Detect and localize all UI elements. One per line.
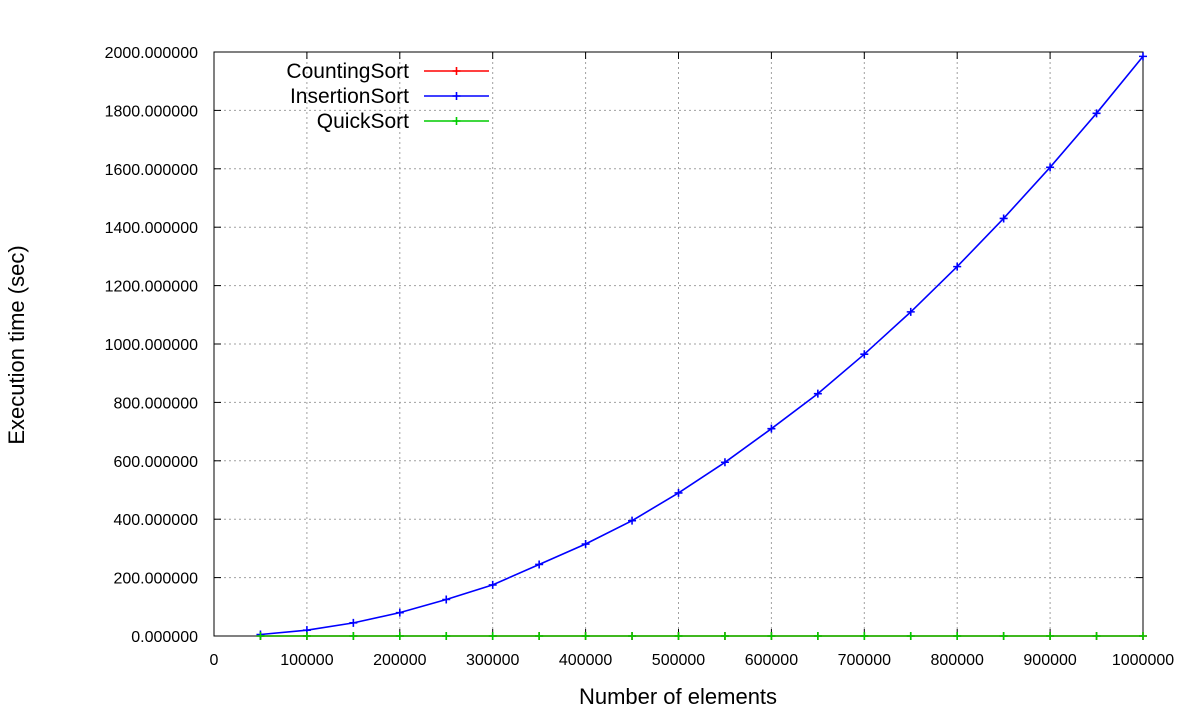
data-point-insertionsort [953, 262, 962, 271]
data-point-quicksort [349, 632, 358, 640]
data-point-quicksort [953, 632, 962, 640]
data-point-quicksort [767, 632, 776, 640]
y-axis-ticks: 0.000000 200.000000 400.000000 600.000000 80… [105, 45, 1143, 646]
x-tick-label: 0 [210, 652, 219, 669]
data-point-quicksort [860, 632, 869, 640]
series-line-insertionsort [260, 55, 1144, 636]
data-point-quicksort [674, 632, 683, 640]
data-point-quicksort [535, 632, 544, 640]
data-point-insertionsort [813, 389, 822, 398]
y-tick-label: 2000.000000 [105, 45, 199, 62]
data-point-quicksort [581, 632, 590, 640]
y-tick-label: 800.000000 [113, 395, 198, 412]
data-point-insertionsort [535, 560, 544, 569]
x-tick-label: 500000 [652, 652, 705, 669]
data-point-quicksort [256, 632, 265, 640]
data-point-quicksort [488, 632, 497, 640]
x-tick-label: 100000 [280, 652, 333, 669]
data-point-insertionsort [488, 580, 497, 589]
data-point-quicksort [628, 632, 637, 640]
data-point-insertionsort [906, 307, 915, 316]
legend-label: QuickSort [317, 110, 409, 133]
data-point-insertionsort [628, 516, 637, 525]
data-point-quicksort [1092, 632, 1101, 640]
data-point-insertionsort [999, 214, 1008, 223]
legend-label: InsertionSort [290, 85, 409, 108]
y-tick-label: 1600.000000 [105, 162, 199, 179]
y-tick-label: 1000.000000 [105, 337, 199, 354]
data-point-quicksort [1139, 632, 1147, 640]
data-point-quicksort [302, 632, 311, 640]
y-tick-label: 600.000000 [113, 454, 198, 471]
data-point-quicksort [813, 632, 822, 640]
grid-lines [214, 52, 1143, 636]
x-tick-label: 700000 [838, 652, 891, 669]
x-tick-label: 900000 [1023, 652, 1076, 669]
data-point-insertionsort [581, 540, 590, 549]
data-point-insertionsort [1092, 109, 1101, 118]
legend-swatch-marker [452, 92, 461, 100]
legend-swatch-marker [452, 67, 461, 75]
x-tick-label: 300000 [466, 652, 519, 669]
x-axis-ticks: 0 100000 200000 300000 400000 500000 600000 700… [210, 52, 1174, 669]
data-point-insertionsort [442, 595, 451, 604]
y-tick-label: 1200.000000 [105, 279, 199, 296]
data-point-insertionsort [720, 458, 729, 467]
y-tick-label: 1400.000000 [105, 220, 199, 237]
series-lines [256, 52, 1147, 640]
legend-item-quicksort: QuickSort [317, 110, 489, 133]
x-axis-label: Number of elements [579, 684, 777, 709]
data-point-quicksort [442, 632, 451, 640]
legend-swatch-marker [452, 117, 461, 125]
data-point-quicksort [720, 632, 729, 640]
data-point-quicksort [906, 632, 915, 640]
x-tick-label: 200000 [373, 652, 426, 669]
y-tick-label: 400.000000 [113, 512, 198, 529]
data-point-quicksort [395, 632, 404, 640]
data-point-quicksort [1046, 632, 1055, 640]
data-point-insertionsort [860, 350, 869, 359]
data-point-insertionsort [395, 608, 404, 617]
legend-item-countingsort: CountingSort [286, 60, 489, 83]
series-insertionsort [256, 52, 1147, 639]
series-quicksort [256, 632, 1147, 640]
x-tick-label: 400000 [559, 652, 612, 669]
data-point-insertionsort [674, 488, 683, 497]
y-tick-label: 1800.000000 [105, 103, 199, 120]
data-point-insertionsort [1046, 163, 1055, 172]
legend-item-insertionsort: InsertionSort [290, 85, 489, 108]
data-point-quicksort [999, 632, 1008, 640]
y-axis-label: Execution time (sec) [4, 245, 29, 444]
x-tick-label: 800000 [931, 652, 984, 669]
data-point-insertionsort [1139, 52, 1147, 61]
x-tick-label: 1000000 [1112, 652, 1174, 669]
y-tick-label: 200.000000 [113, 571, 198, 588]
x-tick-label: 600000 [745, 652, 798, 669]
legend-label: CountingSort [286, 60, 409, 83]
y-tick-label: 0.000000 [131, 629, 198, 646]
data-point-insertionsort [767, 424, 776, 433]
data-point-insertionsort [349, 618, 358, 627]
